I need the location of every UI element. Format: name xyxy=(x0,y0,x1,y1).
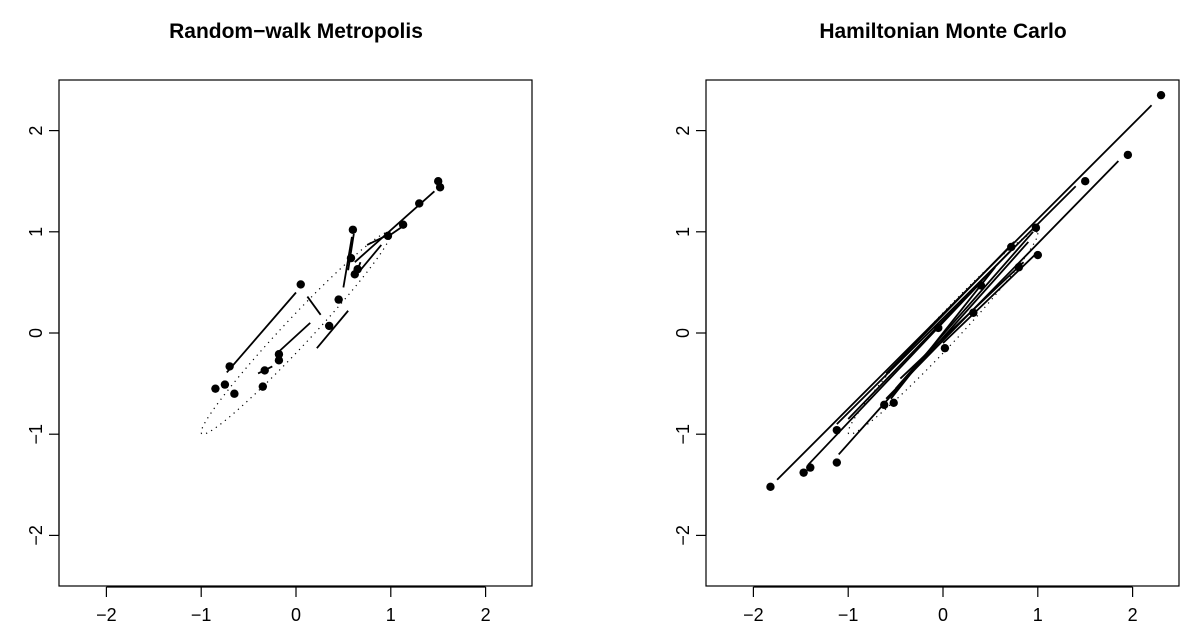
sample-point xyxy=(435,183,445,192)
trajectory-segment xyxy=(894,231,1034,390)
sample-point xyxy=(832,425,842,435)
sample-point xyxy=(1081,177,1090,186)
sample-point xyxy=(211,384,220,393)
sample-point xyxy=(398,220,408,229)
trajectory-segment xyxy=(226,291,297,374)
trajectory-segment xyxy=(316,310,349,349)
x-tick-label: −1 xyxy=(838,605,859,625)
sample-point xyxy=(766,482,775,492)
trajectory-segment xyxy=(807,281,982,466)
y-tick-label: 2 xyxy=(26,126,46,136)
sample-point xyxy=(976,281,986,290)
sample-point xyxy=(346,253,356,263)
trajectory-segment xyxy=(885,160,1120,400)
trajectory-segment xyxy=(357,244,383,273)
x-tick-label: 1 xyxy=(386,605,396,625)
sample-point xyxy=(334,295,343,304)
chart-title: Random−walk Metropolis xyxy=(169,20,423,43)
trajectory-segments xyxy=(776,104,1153,481)
sample-point xyxy=(1123,150,1133,160)
y-tick-label: −1 xyxy=(673,424,693,445)
sample-point xyxy=(799,468,808,477)
trajectory-segments xyxy=(226,190,436,375)
y-tick-label: −2 xyxy=(673,525,693,546)
trajectory-segment xyxy=(347,233,355,271)
sample-point xyxy=(274,350,284,359)
trajectory-segment xyxy=(890,266,996,400)
plot-frame xyxy=(58,79,533,587)
sample-point xyxy=(274,356,284,365)
x-tick-label: 2 xyxy=(481,605,491,625)
trajectory-segment xyxy=(847,251,1011,420)
x-axis: −2 −1 0 1 2 xyxy=(743,586,1138,625)
sample-point xyxy=(1007,242,1016,252)
trajectory-segment xyxy=(836,185,1077,425)
sample-point xyxy=(348,225,358,234)
trajectory-segment xyxy=(885,241,1015,375)
sample-point xyxy=(1156,90,1166,100)
x-tick-label: 2 xyxy=(1128,605,1138,625)
sample-point xyxy=(258,382,268,391)
trajectory-segment xyxy=(306,296,322,316)
sample-point xyxy=(225,362,234,371)
y-axis: −2 −1 0 1 2 xyxy=(673,126,707,546)
panel-hamiltonian-monte-carlo: Hamiltonian Monte Carlo −2 −1 0 1 2 −2 −1 0 1 2 xyxy=(673,20,1180,625)
y-axis: −2 −1 0 1 2 xyxy=(26,126,60,546)
chart-title: Hamiltonian Monte Carlo xyxy=(819,20,1066,43)
sample-point xyxy=(220,380,230,389)
x-tick-label: 0 xyxy=(291,605,301,625)
trajectory-segment xyxy=(276,322,311,354)
sample-point xyxy=(806,463,815,472)
density-contour xyxy=(200,231,392,435)
x-tick-label: −2 xyxy=(96,605,117,625)
y-tick-label: 2 xyxy=(673,126,693,136)
sample-point xyxy=(383,231,393,241)
sample-point xyxy=(880,400,889,410)
y-tick-label: 1 xyxy=(673,227,693,237)
sample-point xyxy=(230,389,239,398)
sample-point xyxy=(889,398,898,408)
x-tick-label: −1 xyxy=(191,605,212,625)
sample-point xyxy=(296,280,305,289)
trajectory-segment xyxy=(342,236,353,288)
density-contour xyxy=(847,231,1039,435)
trajectory-segment xyxy=(899,261,1025,380)
x-tick-label: 0 xyxy=(938,605,948,625)
y-tick-label: 0 xyxy=(673,328,693,338)
sample-point xyxy=(832,458,842,467)
x-tick-label: −2 xyxy=(743,605,764,625)
sample-point xyxy=(324,321,334,331)
sample-point xyxy=(415,199,424,208)
sample-point xyxy=(1031,223,1041,232)
x-tick-label: 1 xyxy=(1033,605,1043,625)
sample-points xyxy=(766,90,1166,492)
sample-point xyxy=(353,265,362,274)
contour-ellipse xyxy=(847,231,1039,435)
sample-point xyxy=(260,366,269,375)
sample-point xyxy=(969,308,978,317)
sample-point xyxy=(1014,263,1024,272)
x-axis: −2 −1 0 1 2 xyxy=(96,586,491,625)
y-tick-label: −1 xyxy=(26,424,46,445)
y-tick-label: 0 xyxy=(26,328,46,338)
sample-point xyxy=(934,323,943,333)
y-tick-label: −2 xyxy=(26,525,46,546)
contour-ellipse xyxy=(200,231,392,435)
panel-random-walk-metropolis: Random−walk Metropolis −2 −1 0 1 2 −2 −1 0 1 2 xyxy=(26,20,533,625)
sample-points xyxy=(211,177,445,398)
sample-point xyxy=(940,343,950,353)
sample-point xyxy=(1033,250,1043,260)
y-tick-label: 1 xyxy=(26,227,46,237)
